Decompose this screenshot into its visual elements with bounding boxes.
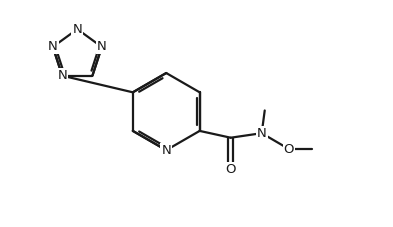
Text: N: N bbox=[72, 23, 82, 36]
Text: N: N bbox=[57, 69, 67, 82]
Text: N: N bbox=[97, 40, 107, 53]
Text: O: O bbox=[226, 163, 236, 176]
Text: N: N bbox=[162, 144, 171, 157]
Text: N: N bbox=[48, 40, 58, 53]
Text: O: O bbox=[284, 143, 294, 155]
Text: N: N bbox=[257, 127, 266, 140]
